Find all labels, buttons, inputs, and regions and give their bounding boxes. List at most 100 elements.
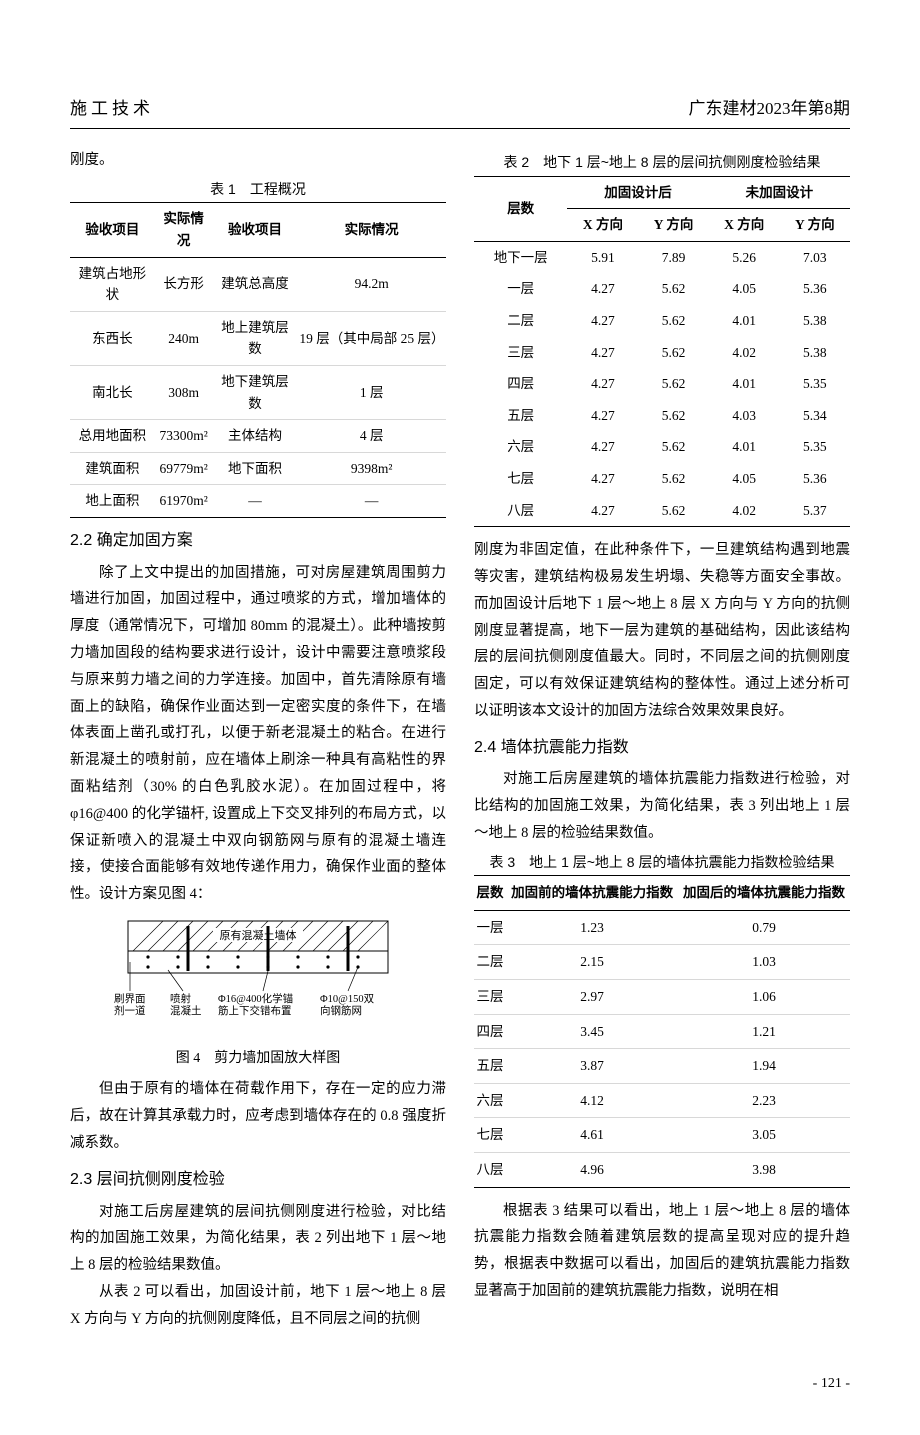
t1-h0: 验收项目: [70, 203, 155, 257]
table-cell: 5.62: [638, 273, 708, 305]
table-cell: 5.62: [638, 495, 708, 527]
table-cell: 7.89: [638, 241, 708, 273]
table-cell: 南北长: [70, 365, 155, 419]
table-cell: 4.02: [709, 495, 780, 527]
fig4-l1a: 刷界面: [114, 992, 146, 1005]
table-cell: 五层: [474, 400, 567, 432]
heading-2-4: 2.4 墙体抗震能力指数: [474, 735, 850, 761]
table-row: 三层2.971.06: [474, 980, 850, 1015]
table-cell: 4.12: [506, 1083, 678, 1118]
table-row: 一层4.275.624.055.36: [474, 273, 850, 305]
table-row: 建筑面积69779m²地下面积9398m²: [70, 452, 446, 485]
t2-h-after: 加固设计后: [567, 176, 708, 209]
fig4-l4b: 向钢筋网: [320, 1004, 362, 1017]
table-cell: 建筑总高度: [213, 257, 298, 311]
table-cell: 5.34: [780, 400, 850, 432]
table-cell: 9398m²: [297, 452, 446, 485]
table-cell: 建筑面积: [70, 452, 155, 485]
table-cell: 1.23: [506, 910, 678, 945]
left-p2: 除了上文中提出的加固措施，可对房屋建筑周围剪力墙进行加固，加固过程中，通过喷浆的…: [70, 560, 446, 909]
table-cell: 4 层: [297, 420, 446, 453]
table-cell: 5.38: [780, 305, 850, 337]
t2-h-y1: Y 方向: [638, 209, 708, 242]
left-p1: 刚度。: [70, 147, 446, 174]
table-cell: —: [213, 485, 298, 518]
t3-h0: 层数: [474, 876, 506, 911]
table-cell: 4.03: [709, 400, 780, 432]
fig4-l3a: Φ16@400化学锚: [218, 992, 293, 1005]
table-cell: 5.36: [780, 273, 850, 305]
table-row: 六层4.122.23: [474, 1083, 850, 1118]
table-row: 一层1.230.79: [474, 910, 850, 945]
t2-h-x2: X 方向: [709, 209, 780, 242]
table-cell: 一层: [474, 273, 567, 305]
table-cell: 4.05: [709, 273, 780, 305]
table-cell: 4.27: [567, 305, 638, 337]
table-cell: 地上面积: [70, 485, 155, 518]
table-cell: 八层: [474, 1152, 506, 1187]
table-cell: —: [297, 485, 446, 518]
table-cell: 61970m²: [155, 485, 213, 518]
table-cell: 4.27: [567, 273, 638, 305]
table-cell: 七层: [474, 463, 567, 495]
table-cell: 4.02: [709, 337, 780, 369]
table2-stiffness: 层数 加固设计后 未加固设计 X 方向 Y 方向 X 方向 Y 方向 地下一层5…: [474, 176, 850, 528]
table-cell: 73300m²: [155, 420, 213, 453]
table-row: 二层2.151.03: [474, 945, 850, 980]
left-p3: 但由于原有的墙体在荷载作用下，存在一定的应力滞后，故在计算其承载力时，应考虑到墙…: [70, 1076, 446, 1156]
table-cell: 5.62: [638, 337, 708, 369]
right-column: 表 2 地下 1 层~地上 8 层的层间抗侧刚度检验结果 层数 加固设计后 未加…: [474, 147, 850, 1332]
t1-h1: 实际情况: [155, 203, 213, 257]
table-row: 五层3.871.94: [474, 1049, 850, 1084]
table-cell: 地下一层: [474, 241, 567, 273]
table-cell: 5.62: [638, 368, 708, 400]
table-cell: 七层: [474, 1118, 506, 1153]
table-cell: 5.26: [709, 241, 780, 273]
table-row: 七层4.613.05: [474, 1118, 850, 1153]
table-cell: 3.87: [506, 1049, 678, 1084]
header-right-title: 广东建材2023年第8期: [689, 95, 851, 122]
table-row: 四层3.451.21: [474, 1014, 850, 1049]
right-p8: 根据表 3 结果可以看出，地上 1 层～地上 8 层的墙体抗震能力指数会随着建筑…: [474, 1198, 850, 1305]
fig4-l3b: 筋上下交错布置: [218, 1004, 292, 1017]
table-row: 五层4.275.624.035.34: [474, 400, 850, 432]
page-header: 施工技术 广东建材2023年第8期: [70, 95, 850, 129]
table-cell: 4.27: [567, 368, 638, 400]
table-row: 南北长308m地下建筑层数1 层: [70, 365, 446, 419]
table-row: 建筑占地形状长方形建筑总高度94.2m: [70, 257, 446, 311]
table-row: 六层4.275.624.015.35: [474, 431, 850, 463]
figure4-caption: 图 4 剪力墙加固放大样图: [70, 1048, 446, 1070]
table-cell: 4.27: [567, 431, 638, 463]
t2-h-before: 未加固设计: [709, 176, 850, 209]
table-cell: 2.15: [506, 945, 678, 980]
table-row: 八层4.275.624.025.37: [474, 495, 850, 527]
fig4-l1b: 剂一道: [114, 1004, 146, 1017]
fig4-l2b: 混凝土: [170, 1004, 202, 1017]
table2-caption: 表 2 地下 1 层~地上 8 层的层间抗侧刚度检验结果: [474, 151, 850, 173]
table-cell: 总用地面积: [70, 420, 155, 453]
table-cell: 1.06: [678, 980, 850, 1015]
table-row: 七层4.275.624.055.36: [474, 463, 850, 495]
table-cell: 4.01: [709, 431, 780, 463]
right-p6: 刚度为非固定值，在此种条件下，一旦建筑结构遇到地震等灾害，建筑结构极易发生坍塌、…: [474, 537, 850, 725]
table-cell: 4.05: [709, 463, 780, 495]
table-cell: 六层: [474, 1083, 506, 1118]
table-cell: 3.05: [678, 1118, 850, 1153]
table-row: 三层4.275.624.025.38: [474, 337, 850, 369]
table-row: 东西长240m地上建筑层数19 层（其中局部 25 层）: [70, 311, 446, 365]
t2-h-x1: X 方向: [567, 209, 638, 242]
table-row: 四层4.275.624.015.35: [474, 368, 850, 400]
table-cell: 八层: [474, 495, 567, 527]
table-cell: 一层: [474, 910, 506, 945]
page-number: - 121 -: [70, 1373, 850, 1395]
table-cell: 240m: [155, 311, 213, 365]
heading-2-3: 2.3 层间抗侧刚度检验: [70, 1167, 446, 1193]
t3-h2: 加固后的墙体抗震能力指数: [678, 876, 850, 911]
table-cell: 地上建筑层数: [213, 311, 298, 365]
table-cell: 4.61: [506, 1118, 678, 1153]
table-cell: 长方形: [155, 257, 213, 311]
table-cell: 4.27: [567, 337, 638, 369]
fig4-wall-label: 原有混凝土墙体: [220, 928, 297, 942]
table-cell: 4.01: [709, 305, 780, 337]
table-cell: 1.03: [678, 945, 850, 980]
